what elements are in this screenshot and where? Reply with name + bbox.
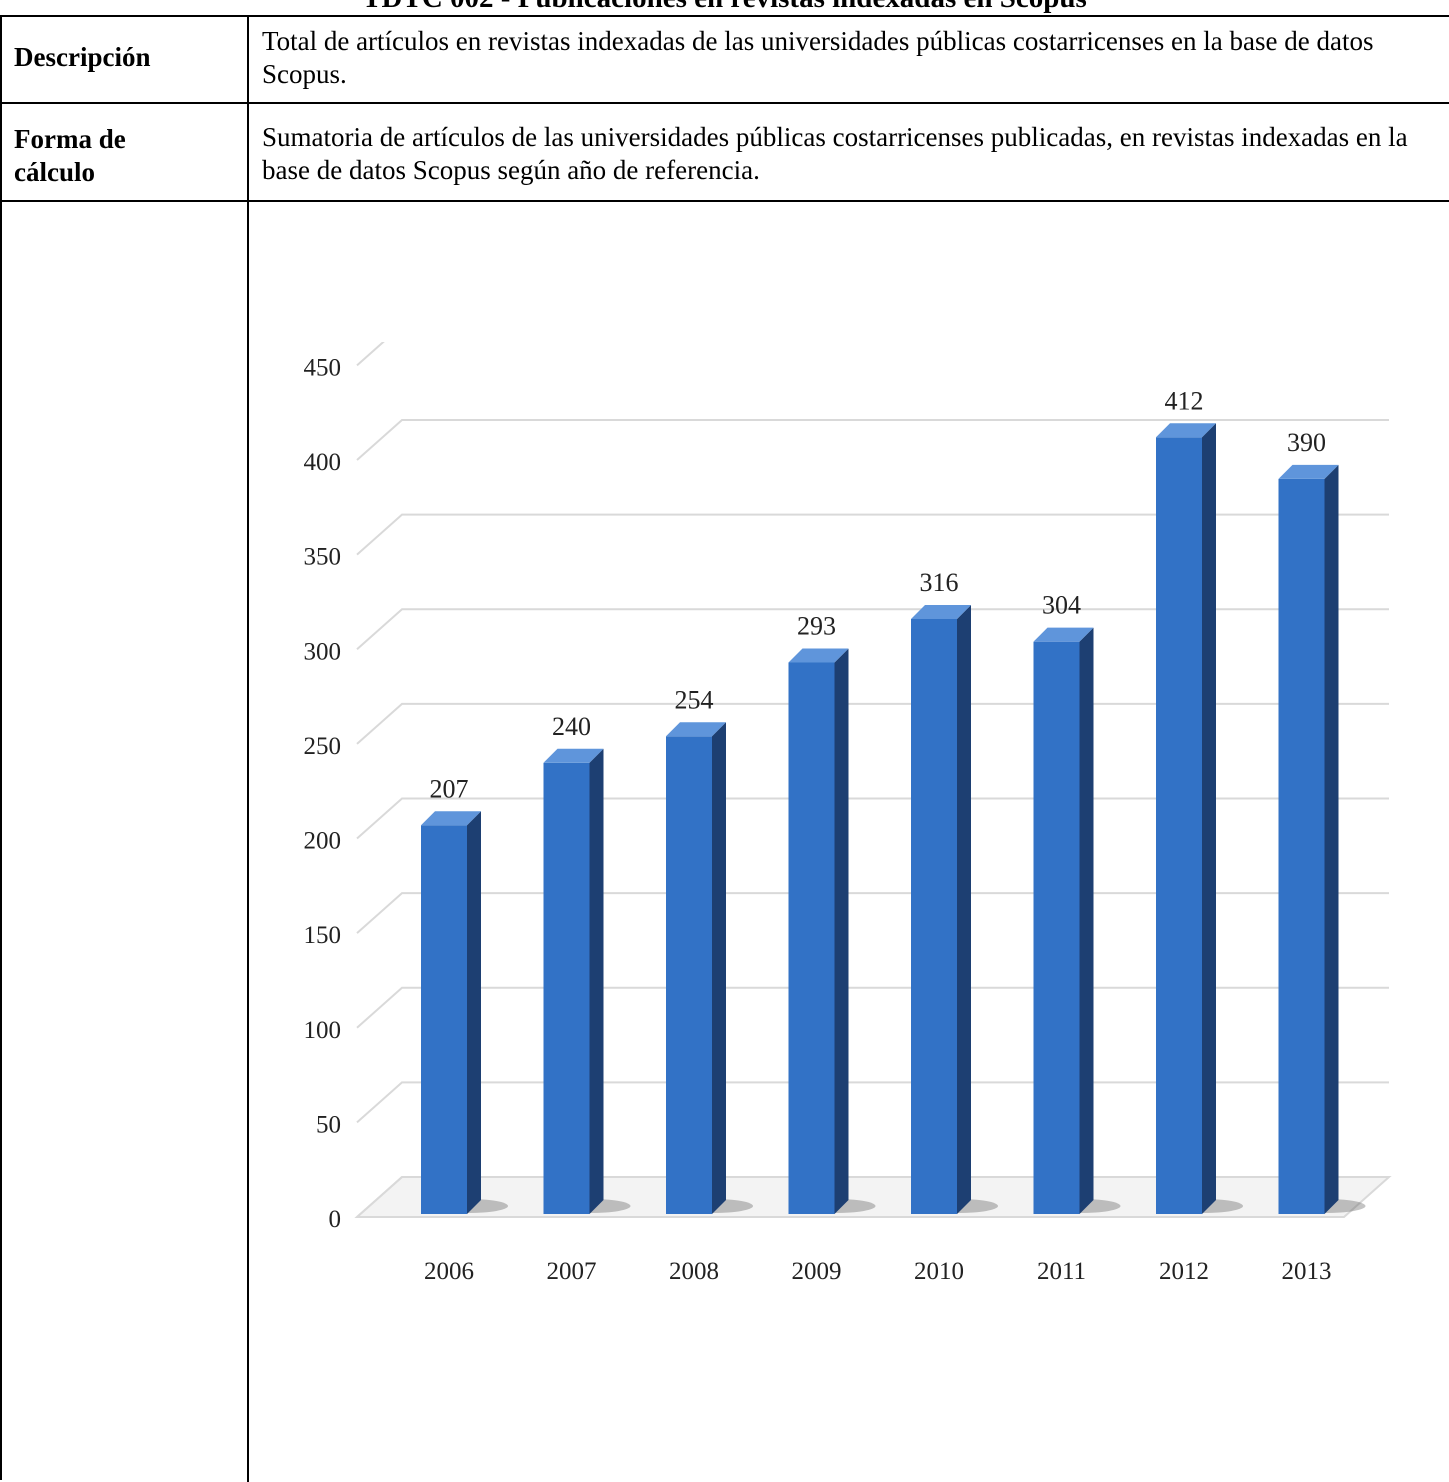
page-title: TDTC 002 - Publicaciones en revistas ind… [0,0,1449,18]
y-tick-label: 50 [316,1111,341,1138]
bar-2011 [1033,627,1121,1214]
y-tick-label: 0 [329,1206,342,1233]
y-tick-label: 150 [304,922,342,949]
bar-top [1278,464,1339,479]
bar-side [589,748,604,1214]
y-tick-label: 450 [304,354,342,381]
x-tick-label: 2013 [1282,1258,1332,1285]
gridline [356,608,1389,650]
bar-top [788,648,849,663]
row-divider [2,200,1449,202]
x-tick-label: 2010 [914,1258,964,1285]
y-tick-label: 400 [304,449,342,476]
forma-calculo-text: Sumatoria de artículos de las universida… [262,122,1408,185]
column-divider [247,17,249,1482]
gridline [356,513,1389,556]
chart-floor [354,1176,1392,1218]
gridline [356,702,1389,745]
bar-front [543,762,590,1214]
bar-side [467,811,481,1214]
bar-front [666,736,712,1214]
bar-2009 [788,648,876,1214]
y-axis-ticks: 0 50 100 150 200 250 300 350 400 450 [304,354,342,1233]
bar-chart: 0 50 100 150 200 250 300 350 400 450 207 240 254 293… [304,342,1392,1285]
bar-top [1033,627,1094,642]
bar-top [1156,423,1216,438]
descripcion-label: Descripción [14,42,151,72]
bar-2012 [1156,423,1243,1214]
bar-2007 [543,748,631,1214]
gridline [356,1081,1389,1124]
x-tick-label: 2007 [547,1258,597,1285]
gridline [356,342,385,367]
gridline [356,986,1389,1029]
bar-front [421,825,467,1214]
descripcion-text: Total de artículos en revistas indexadas… [262,26,1374,89]
bar-top [421,811,481,826]
y-tick-label: 250 [304,733,342,760]
data-label: 412 [1165,386,1204,415]
bar-top [911,604,971,619]
data-label: 207 [430,774,469,803]
bar-front [1156,437,1202,1214]
x-tick-label: 2012 [1159,1258,1209,1285]
x-tick-label: 2006 [424,1258,474,1285]
data-label: 304 [1042,591,1081,620]
bar-side [957,604,971,1214]
bar-side [834,648,849,1214]
row-divider [2,102,1449,104]
bar-2008 [666,722,753,1214]
chart-bars: 207 240 254 293 316 304 412 390 [421,386,1366,1214]
y-tick-label: 350 [304,544,342,571]
indicator-table: Descripción Total de artículos en revist… [0,15,1449,1482]
x-tick-label: 2009 [792,1258,842,1285]
bar-side [1079,627,1094,1214]
bar-side [1324,464,1339,1214]
gridline [356,797,1389,840]
y-tick-label: 200 [304,828,342,855]
bar-2010 [911,604,998,1214]
forma-calculo-label: Forma de cálculo [14,124,126,187]
chart-grid [354,342,1392,1218]
bar-2013 [1278,464,1366,1214]
data-label: 390 [1287,428,1326,457]
y-tick-label: 300 [304,638,342,665]
data-label: 254 [675,685,714,714]
y-tick-label: 100 [304,1017,342,1044]
bar-front [788,662,835,1214]
bar-front [1278,478,1325,1214]
bar-side [712,722,726,1214]
bar-side [1202,423,1216,1214]
bar-top [666,722,726,737]
data-label: 240 [552,712,591,741]
x-tick-label: 2008 [669,1258,719,1285]
bar-top [543,748,604,763]
data-label: 293 [797,611,836,640]
bar-front [911,618,957,1214]
x-axis-ticks: 2006 2007 2008 2009 2010 2011 2012 2013 [424,1258,1332,1285]
gridline [356,892,1389,934]
bar-front [1033,641,1080,1214]
data-label: 316 [920,568,959,597]
bar-2006 [421,811,508,1214]
x-tick-label: 2011 [1037,1258,1086,1285]
gridline [356,419,1389,461]
